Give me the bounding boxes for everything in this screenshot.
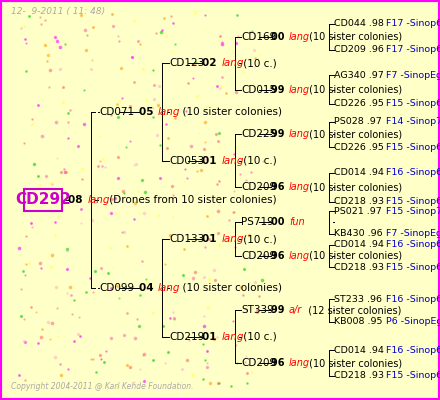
- Text: 01: 01: [202, 332, 220, 342]
- Text: 12-  9-2011 ( 11: 48): 12- 9-2011 ( 11: 48): [11, 7, 105, 16]
- Text: F7 -SinopEgg86R: F7 -SinopEgg86R: [386, 71, 440, 80]
- Text: F16 -Sinop62R: F16 -Sinop62R: [386, 168, 440, 177]
- Text: KB008 .95: KB008 .95: [334, 317, 383, 326]
- Text: F15 -Sinop62R: F15 -Sinop62R: [386, 143, 440, 152]
- Text: PS719: PS719: [241, 218, 274, 227]
- Text: CD169: CD169: [241, 32, 276, 42]
- Text: lang: lang: [158, 107, 180, 117]
- Text: CD209: CD209: [241, 358, 276, 368]
- Text: CD133: CD133: [169, 234, 205, 244]
- Text: 96: 96: [271, 358, 288, 368]
- Text: (10 c.): (10 c.): [240, 156, 277, 166]
- Text: F15 -Sinop62R: F15 -Sinop62R: [386, 263, 440, 272]
- Text: F16 -Sinop62R: F16 -Sinop62R: [386, 240, 440, 249]
- Text: 96: 96: [271, 251, 288, 261]
- Text: Copyright 2004-2011 @ Karl Kehde Foundation.: Copyright 2004-2011 @ Karl Kehde Foundat…: [11, 382, 194, 391]
- Text: fun: fun: [289, 218, 304, 227]
- Text: CD053: CD053: [169, 156, 205, 166]
- Text: CD015: CD015: [241, 84, 276, 94]
- Text: 96: 96: [271, 182, 288, 192]
- Text: AG340 .97: AG340 .97: [334, 71, 384, 80]
- Text: (10 sister colonies): (10 sister colonies): [306, 358, 402, 368]
- Text: KB430 .96: KB430 .96: [334, 229, 383, 238]
- Text: (10 c.): (10 c.): [240, 332, 277, 342]
- Text: ST233 .96: ST233 .96: [334, 295, 382, 304]
- Text: (10 sister colonies): (10 sister colonies): [306, 130, 402, 140]
- Text: P6 -SinopEgg86R: P6 -SinopEgg86R: [386, 317, 440, 326]
- Text: a/r: a/r: [289, 306, 302, 315]
- Text: (10 sister colonies): (10 sister colonies): [176, 107, 282, 117]
- Text: lang: lang: [289, 251, 310, 261]
- Text: (12 sister colonies): (12 sister colonies): [302, 306, 401, 315]
- Text: CD209: CD209: [241, 251, 276, 261]
- Text: (10 c.): (10 c.): [240, 234, 277, 244]
- Text: CD219: CD219: [169, 332, 205, 342]
- Text: lang: lang: [221, 234, 244, 244]
- Text: CD014 .94: CD014 .94: [334, 168, 384, 177]
- Text: 99: 99: [271, 306, 288, 315]
- Text: F15 -Sinop62R: F15 -Sinop62R: [386, 197, 440, 206]
- Text: CD218 .93: CD218 .93: [334, 263, 385, 272]
- Text: F7 -SinopEgg86R: F7 -SinopEgg86R: [386, 229, 440, 238]
- Text: F16 -Sinop62R: F16 -Sinop62R: [386, 295, 440, 304]
- Text: (Drones from 10 sister colonies): (Drones from 10 sister colonies): [106, 195, 276, 205]
- Text: F15 -Sinop62R: F15 -Sinop62R: [386, 372, 440, 380]
- Text: F14 -Sinop72R: F14 -Sinop72R: [386, 117, 440, 126]
- Text: (10 sister colonies): (10 sister colonies): [306, 84, 402, 94]
- Text: CD123: CD123: [169, 58, 205, 68]
- Text: 05: 05: [139, 107, 157, 117]
- Text: CD292: CD292: [15, 192, 71, 208]
- Text: CD209: CD209: [241, 182, 276, 192]
- Text: 00: 00: [271, 218, 288, 227]
- Text: F15 -Sinop72R: F15 -Sinop72R: [386, 207, 440, 216]
- Text: CD226 .95: CD226 .95: [334, 143, 384, 152]
- Text: CD225: CD225: [241, 130, 276, 140]
- Text: (10 c.): (10 c.): [240, 58, 277, 68]
- Text: lang: lang: [289, 182, 310, 192]
- Text: 02: 02: [202, 58, 220, 68]
- Text: lang: lang: [289, 130, 310, 140]
- Text: ST339: ST339: [241, 306, 274, 315]
- Text: CD071: CD071: [99, 107, 134, 117]
- Text: 01: 01: [202, 156, 220, 166]
- Text: CD226 .95: CD226 .95: [334, 100, 384, 108]
- Text: 04: 04: [139, 283, 157, 293]
- Text: 99: 99: [271, 84, 288, 94]
- Text: 08: 08: [68, 195, 86, 205]
- Text: lang: lang: [221, 332, 244, 342]
- Text: CD044 .98: CD044 .98: [334, 20, 384, 28]
- Text: CD218 .93: CD218 .93: [334, 372, 385, 380]
- Text: PS028 .97: PS028 .97: [334, 117, 382, 126]
- Text: F17 -Sinop62R: F17 -Sinop62R: [386, 20, 440, 28]
- Text: lang: lang: [158, 283, 180, 293]
- Text: 00: 00: [271, 32, 288, 42]
- Text: (10 sister colonies): (10 sister colonies): [176, 283, 282, 293]
- Text: lang: lang: [289, 32, 310, 42]
- Text: F15 -Sinop62R: F15 -Sinop62R: [386, 100, 440, 108]
- Text: CD014 .94: CD014 .94: [334, 346, 384, 355]
- Text: 99: 99: [271, 130, 288, 140]
- Text: CD218 .93: CD218 .93: [334, 197, 385, 206]
- Text: lang: lang: [289, 84, 310, 94]
- Text: lang: lang: [221, 58, 244, 68]
- Text: lang: lang: [87, 195, 110, 205]
- Text: CD099: CD099: [99, 283, 134, 293]
- Text: 01: 01: [202, 234, 220, 244]
- Bar: [24, 189, 62, 211]
- Text: (10 sister colonies): (10 sister colonies): [306, 32, 402, 42]
- Text: (10 sister colonies): (10 sister colonies): [306, 251, 402, 261]
- Text: lang: lang: [221, 156, 244, 166]
- Text: F17 -Sinop62R: F17 -Sinop62R: [386, 45, 440, 54]
- Text: PS021 .97: PS021 .97: [334, 207, 382, 216]
- Text: F16 -Sinop62R: F16 -Sinop62R: [386, 346, 440, 355]
- Text: CD014 .94: CD014 .94: [334, 240, 384, 249]
- Text: (10 sister colonies): (10 sister colonies): [306, 182, 402, 192]
- Text: CD209 .96: CD209 .96: [334, 45, 384, 54]
- Text: lang: lang: [289, 358, 310, 368]
